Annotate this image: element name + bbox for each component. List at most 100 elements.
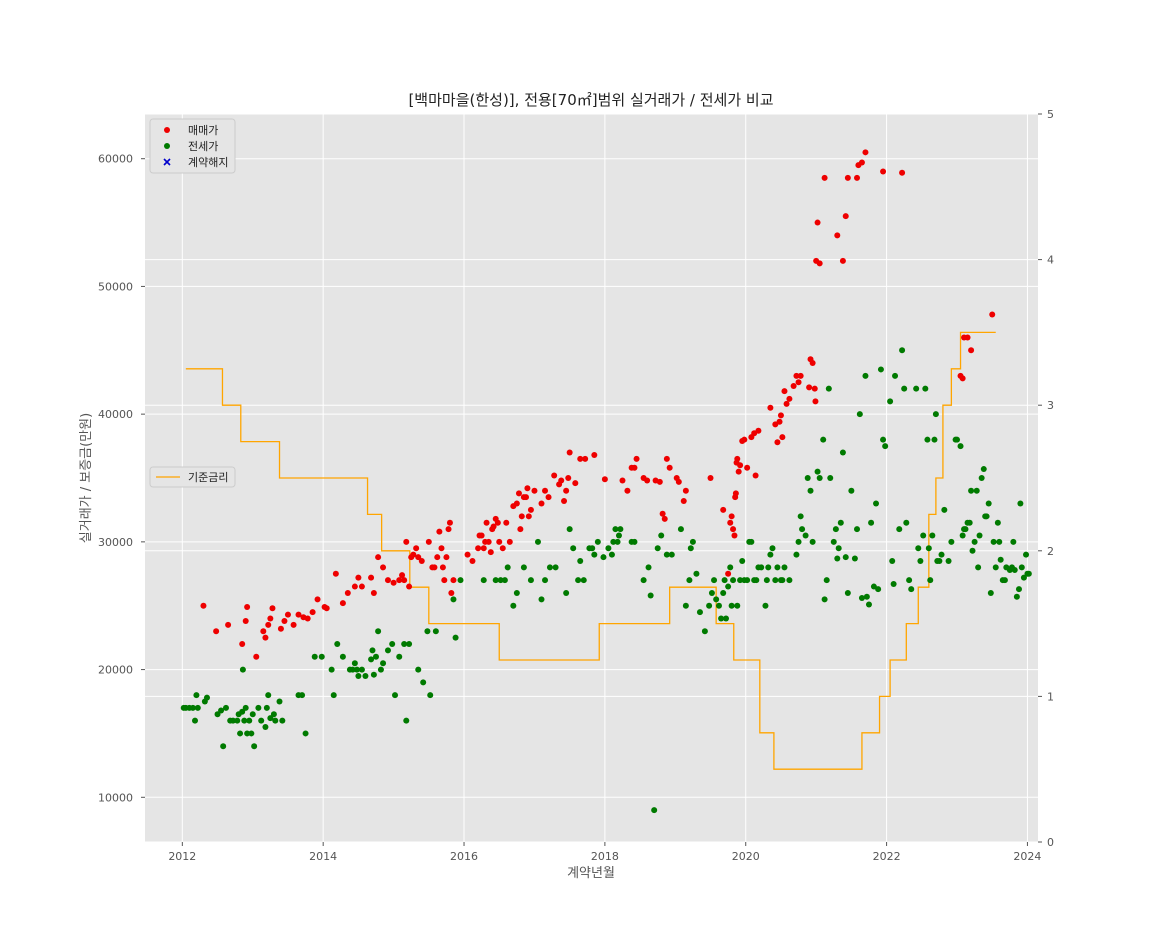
point-jeonse [713, 596, 720, 603]
point-jeonse [832, 526, 839, 533]
point-sale [525, 513, 532, 520]
point-jeonse [1020, 574, 1027, 581]
point-jeonse [917, 558, 924, 565]
point-sale [675, 478, 682, 485]
point-jeonse [708, 589, 715, 596]
point-jeonse [302, 730, 309, 737]
point-sale [734, 455, 741, 462]
point-sale [494, 519, 501, 526]
point-jeonse [997, 556, 1004, 563]
point-sale [737, 462, 744, 469]
point-sale [244, 603, 251, 610]
y-tick-label: 10000 [98, 791, 133, 804]
point-sale [513, 500, 520, 507]
point-sale [446, 519, 453, 526]
point-sale [591, 452, 598, 459]
point-jeonse [580, 577, 587, 584]
point-jeonse [370, 671, 377, 678]
point-sale [295, 611, 302, 618]
point-jeonse [262, 724, 269, 731]
x-tick-label: 2022 [873, 850, 901, 863]
point-jeonse [1018, 564, 1025, 571]
point-jeonse [686, 577, 693, 584]
point-sale [755, 427, 762, 434]
point-sale [445, 526, 452, 533]
point-jeonse [218, 707, 225, 714]
point-jeonse [614, 538, 621, 545]
point-jeonse [251, 743, 258, 750]
point-sale [777, 412, 784, 419]
point-jeonse [854, 526, 861, 533]
point-jeonse [739, 558, 746, 565]
point-jeonse [985, 500, 992, 507]
point-sale [401, 577, 408, 584]
point-jeonse [403, 717, 410, 724]
point-jeonse [689, 538, 696, 545]
point-jeonse [452, 634, 459, 641]
x-axis: 2012 2014 2016 2018 2020 2022 2024 [168, 842, 1041, 863]
point-jeonse [242, 704, 249, 711]
point-jeonse [809, 538, 816, 545]
point-jeonse [990, 538, 997, 545]
rate-layer [185, 331, 996, 770]
point-jeonse [882, 443, 889, 450]
point-jeonse [908, 586, 915, 593]
point-sale [351, 583, 358, 590]
point-sale [370, 589, 377, 596]
point-sale [542, 487, 549, 494]
point-jeonse [538, 596, 545, 603]
point-jeonse [192, 717, 199, 724]
point-jeonse [721, 577, 728, 584]
points-layer [180, 149, 1032, 814]
point-jeonse [748, 538, 755, 545]
point-sale [779, 434, 786, 441]
point-sale [499, 545, 506, 552]
point-jeonse [753, 577, 760, 584]
point-jeonse [913, 385, 920, 392]
point-jeonse [821, 596, 828, 603]
point-jeonse [793, 551, 800, 558]
point-jeonse [931, 436, 938, 443]
y-axis-title: 실거래가 / 보증금(만원) [79, 413, 94, 543]
point-sale [601, 476, 608, 483]
point-jeonse [605, 545, 612, 552]
point-jeonse [727, 564, 734, 571]
point-jeonse [189, 704, 196, 711]
point-sale [344, 589, 351, 596]
point-sale [707, 475, 714, 481]
point-jeonse [267, 715, 274, 722]
point-sale [284, 611, 291, 618]
point-jeonse [975, 564, 982, 571]
point-jeonse [825, 385, 832, 392]
point-jeonse [362, 672, 369, 679]
point-jeonse [892, 372, 899, 379]
point-jeonse [767, 551, 774, 558]
point-jeonse [230, 717, 237, 724]
point-jeonse [769, 545, 776, 552]
point-sale [812, 398, 819, 405]
x-tick-label: 2018 [591, 850, 619, 863]
point-sale [490, 523, 497, 530]
point-sale [968, 347, 975, 354]
point-jeonse [996, 538, 1003, 545]
legend-rate-box [149, 466, 236, 488]
point-sale [989, 311, 996, 318]
y2-tick-label: 4 [1047, 254, 1054, 267]
point-sale [406, 583, 413, 590]
point-jeonse [781, 564, 788, 571]
point-sale [558, 477, 565, 484]
point-sale [806, 384, 813, 391]
point-jeonse [299, 692, 306, 699]
point-jeonse [552, 564, 559, 571]
legend-marker-cancel [163, 158, 171, 166]
point-sale [213, 628, 220, 635]
point-jeonse [318, 653, 325, 660]
point-jeonse [823, 577, 830, 584]
point-jeonse [631, 538, 638, 545]
point-jeonse [865, 601, 872, 608]
point-sale [314, 596, 321, 603]
point-jeonse [932, 411, 939, 418]
point-jeonse [966, 519, 973, 526]
point-jeonse [1011, 566, 1018, 573]
point-jeonse [834, 555, 841, 562]
